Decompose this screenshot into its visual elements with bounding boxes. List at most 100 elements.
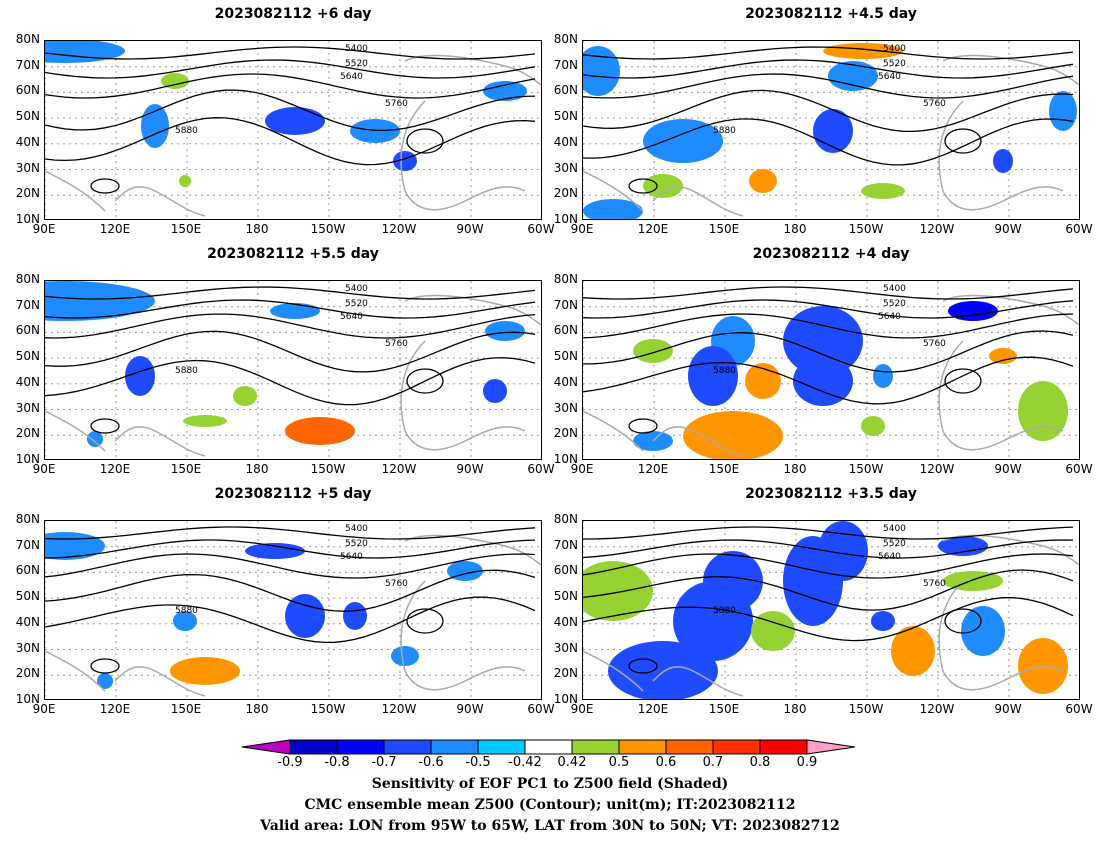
shaded-region	[183, 415, 227, 427]
colorbar-segment	[571, 739, 620, 755]
shaded-region	[179, 175, 191, 187]
coastline	[583, 100, 1064, 217]
shaded-region	[793, 356, 853, 406]
contour-line	[583, 73, 1074, 99]
lat-tick-label: 30N	[15, 640, 40, 655]
contour-line	[45, 299, 536, 319]
colorbar-tick-label: 0.42	[557, 755, 587, 770]
lon-tick-label: 150W	[310, 462, 346, 476]
map-canvas: 5400 5520 5640 5760 5880	[45, 281, 541, 459]
map-canvas: 5400 5520 5640 5760 5880	[583, 521, 1079, 699]
coastline	[404, 534, 541, 566]
shaded-region	[97, 673, 113, 689]
contour-line	[45, 357, 536, 406]
panel-title: 2023082112 +3.5 day	[745, 486, 917, 502]
shaded-region	[1018, 381, 1068, 441]
contour-line	[583, 597, 1074, 642]
shaded-region	[749, 169, 777, 193]
contour-label: 5400	[345, 44, 368, 54]
contour-line	[583, 356, 1074, 405]
lon-tick-label: 90E	[32, 702, 56, 716]
colorbar-tick-label: 0.6	[655, 755, 677, 770]
lon-tick-label: 60W	[1065, 222, 1093, 236]
contour-loop	[406, 368, 444, 394]
shaded-region	[751, 611, 795, 651]
lon-tick-label: 180	[783, 222, 807, 236]
lon-tick-label: 60W	[527, 222, 555, 236]
lat-tick-label: 10N	[553, 451, 578, 466]
lat-tick-label: 50N	[553, 109, 578, 124]
contour-loop	[90, 178, 120, 194]
shaded-region	[350, 119, 400, 143]
caption-line-2: CMC ensemble mean Z500 (Contour); unit(m…	[304, 797, 796, 813]
lon-tick-label: 90W	[456, 702, 484, 716]
contour-label: 5640	[878, 312, 901, 322]
coastline	[45, 580, 526, 697]
shaded-region	[170, 657, 240, 685]
lon-tick-label: 90E	[570, 462, 594, 476]
contour-loop	[406, 608, 444, 634]
lon-tick-label: 180	[245, 222, 269, 236]
lat-tick-label: 10N	[15, 451, 40, 466]
lon-tick-label: 60W	[1065, 702, 1093, 716]
lat-tick-label: 50N	[15, 109, 40, 124]
lon-tick-label: 120E	[99, 222, 131, 236]
lat-tick-label: 60N	[15, 323, 40, 338]
contour-label: 5640	[340, 552, 363, 562]
colorbar-segment	[759, 739, 808, 755]
contour-label: 5520	[345, 539, 368, 549]
map-panel: 5400 5520 5640 5760 5880	[582, 280, 1080, 460]
shaded-region	[173, 611, 197, 631]
contour-line	[45, 330, 536, 373]
contour-line	[583, 553, 1074, 579]
lon-tick-label: 120E	[637, 222, 669, 236]
shaded-region	[45, 41, 125, 63]
contour-label: 5400	[883, 44, 906, 54]
shaded-region	[823, 43, 903, 59]
contour-label: 5520	[883, 539, 906, 549]
shaded-region	[688, 346, 738, 406]
lat-tick-label: 70N	[15, 57, 40, 72]
panel-title: 2023082112 +4.5 day	[745, 6, 917, 22]
lat-tick-label: 30N	[553, 640, 578, 655]
lon-tick-label: 90W	[994, 462, 1022, 476]
shaded-region	[861, 416, 885, 436]
lat-tick-label: 40N	[15, 134, 40, 149]
contour-line	[45, 117, 536, 166]
contour-label: 5880	[713, 126, 736, 136]
lat-tick-label: 30N	[15, 400, 40, 415]
contour-line	[45, 526, 536, 540]
contour-label: 5760	[385, 339, 408, 349]
contour-label: 5880	[713, 606, 736, 616]
contour-label: 5520	[883, 299, 906, 309]
shaded-region	[683, 411, 783, 459]
lat-tick-label: 50N	[553, 589, 578, 604]
lon-tick-label: 90W	[456, 462, 484, 476]
lat-tick-label: 40N	[553, 134, 578, 149]
contour-label: 5760	[923, 579, 946, 589]
contour-line	[583, 330, 1074, 373]
lat-tick-label: 20N	[15, 186, 40, 201]
lat-tick-label: 80N	[553, 512, 578, 526]
shaded-region	[583, 199, 643, 219]
contour-label: 5640	[878, 552, 901, 562]
map-canvas: 5400 5520 5640 5760 5880	[45, 521, 541, 699]
coastline	[942, 534, 1079, 566]
contour-label: 5880	[175, 606, 198, 616]
lat-tick-label: 40N	[15, 614, 40, 629]
lat-tick-label: 50N	[15, 349, 40, 364]
contour-line	[583, 569, 1074, 611]
lat-tick-label: 70N	[553, 57, 578, 72]
shaded-region	[783, 306, 863, 376]
lon-tick-label: 90E	[32, 462, 56, 476]
lon-tick-label: 90W	[994, 702, 1022, 716]
lat-tick-label: 60N	[15, 563, 40, 578]
shaded-region	[828, 61, 878, 91]
colorbar-segment	[712, 739, 761, 755]
lon-tick-label: 180	[783, 462, 807, 476]
shaded-region	[633, 339, 673, 363]
panel-title: 2023082112 +5.5 day	[207, 246, 379, 262]
lon-tick-label: 150E	[708, 702, 740, 716]
shaded-region	[483, 379, 507, 403]
lon-tick-label: 60W	[1065, 462, 1093, 476]
